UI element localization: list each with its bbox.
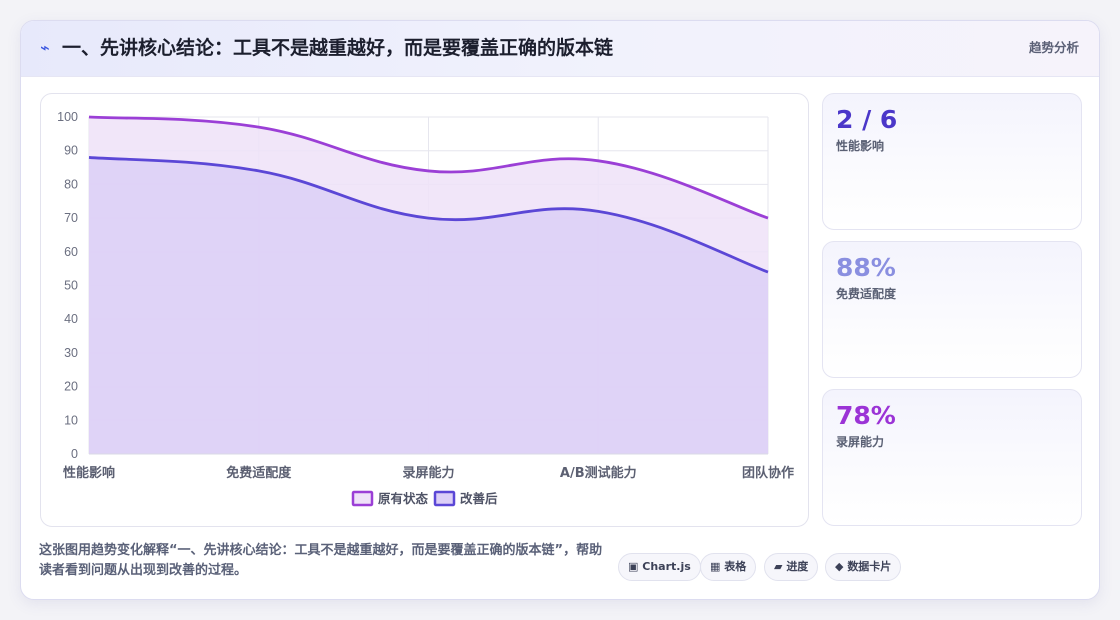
chip-label: 数据卡片 [847,560,892,573]
y-tick-label: 20 [64,380,78,394]
stat-value: 2 / 6 [836,105,898,134]
table-icon: ▦ [710,560,721,573]
stat-label: 性能影响 [836,139,885,153]
card-header: ⌁ 一、先讲核心结论：工具不是越重越好，而是要覆盖正确的版本链 趋势分析 [21,21,1099,77]
area-chart: 0 10 20 30 40 50 60 70 80 90 100 性能影响 免费适配度 录屏能力 A/B测试… [57,110,794,507]
chip-progress[interactable]: ▰ 进度 [764,553,819,581]
page-title: 一、先讲核心结论：工具不是越重越好，而是要覆盖正确的版本链 [62,37,614,59]
legend-swatch [351,490,374,507]
chip-label: 进度 [786,560,809,573]
series-area-2 [89,157,768,454]
report-card: ⌁ 一、先讲核心结论：工具不是越重越好，而是要覆盖正确的版本链 趋势分析 0 10… [20,20,1100,600]
legend-swatch [433,490,456,507]
stat-card-2: 88% 免费适配度 [822,241,1082,378]
y-tick-label: 40 [64,312,78,326]
series-line-1 [88,115,769,220]
section-tag: 趋势分析 [1028,40,1079,55]
chip-data-card[interactable]: ◆ 数据卡片 [825,553,902,581]
series-line-2 [88,156,769,274]
stat-label: 免费适配度 [836,287,897,301]
chip-chartjs[interactable]: ▣ Chart.js [618,553,701,581]
stat-label: 录屏能力 [836,435,885,449]
y-tick-label: 10 [64,413,78,427]
legend-label: 原有状态 [378,491,429,506]
y-tick-label: 100 [57,110,78,124]
chart-panel: 0 10 20 30 40 50 60 70 80 90 100 性能影响 免费适配度 录屏能力 A/B测试… [40,93,809,527]
x-tick-label: 录屏能力 [402,465,454,481]
stat-value: 88% [836,253,896,282]
y-tick-label: 50 [64,279,78,293]
lightning-icon: ⌁ [40,38,50,57]
y-tick-label: 30 [64,346,78,360]
x-tick-label: 团队协作 [742,465,794,481]
chip-label: Chart.js [642,560,691,573]
chart-description: 这张图用趋势变化解释“一、先讲核心结论：工具不是越重越好，而是要覆盖正确的版本链… [39,543,603,578]
y-tick-label: 80 [64,177,78,191]
x-tick-label: 性能影响 [63,465,115,481]
x-tick-label: 免费适配度 [226,465,292,481]
y-tick-label: 0 [71,447,78,461]
x-tick-label: A/B测试能力 [560,465,637,481]
diamond-icon: ◆ [835,560,844,573]
y-tick-label: 60 [64,245,78,259]
chip-label: 表格 [724,560,747,573]
progress-icon: ▰ [774,560,783,573]
stat-card-1: 2 / 6 性能影响 [822,93,1082,230]
chart-icon: ▣ [628,560,639,573]
y-tick-label: 90 [64,144,78,158]
y-tick-label: 70 [64,211,78,225]
stat-value: 78% [836,401,896,430]
chip-table[interactable]: ▦ 表格 [700,553,757,581]
stat-card-3: 78% 录屏能力 [822,389,1082,526]
legend-label: 改善后 [460,491,498,506]
